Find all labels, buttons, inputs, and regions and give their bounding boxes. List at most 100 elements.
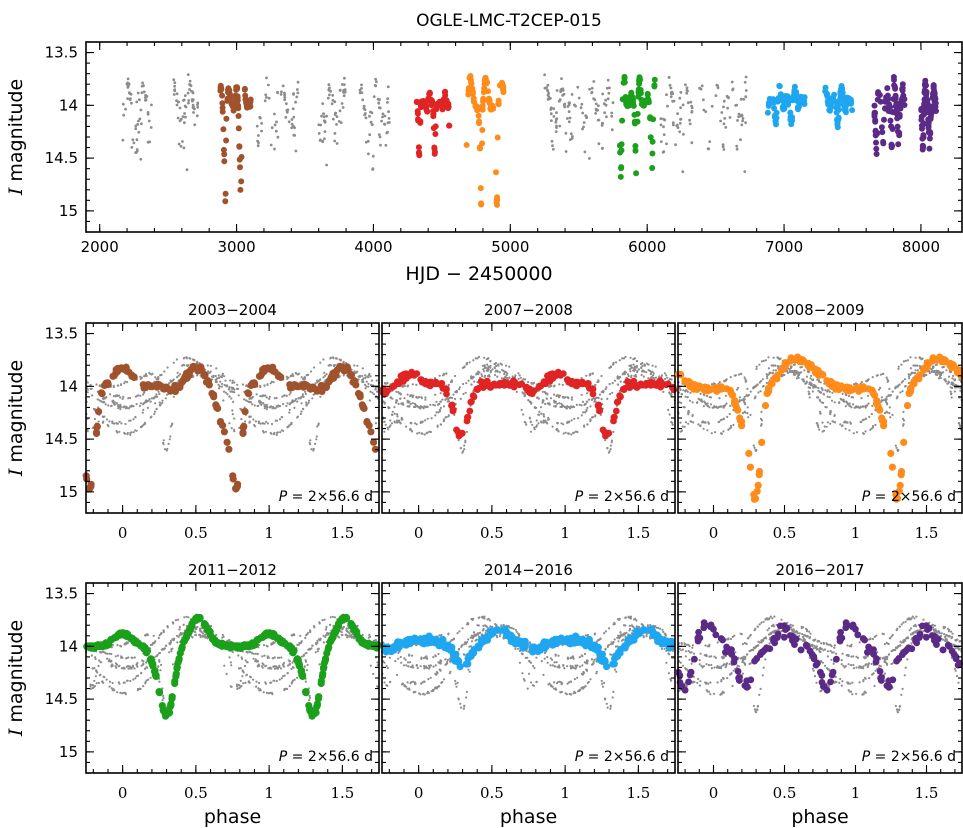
top-ylabel-symbol: I	[5, 187, 27, 196]
data-point	[728, 116, 732, 119]
reference-point	[118, 430, 121, 433]
data-point	[260, 122, 263, 125]
data-point	[263, 99, 267, 103]
reference-point	[262, 402, 265, 405]
data-point	[479, 102, 486, 109]
reference-point	[564, 431, 567, 434]
data-point	[741, 119, 744, 123]
data-point	[193, 123, 197, 127]
reference-point	[220, 376, 223, 379]
data-point	[335, 142, 339, 145]
data-point	[499, 81, 506, 88]
data-point	[414, 108, 421, 115]
reference-point	[103, 415, 106, 418]
data-point	[566, 117, 569, 120]
season-point	[200, 370, 208, 378]
reference-point	[158, 392, 161, 395]
data-point	[560, 87, 563, 91]
season-point	[897, 467, 906, 476]
data-point	[576, 85, 580, 89]
season-point	[466, 407, 474, 415]
reference-point	[486, 369, 489, 372]
data-point	[645, 97, 652, 104]
data-point	[840, 96, 847, 103]
reference-point	[496, 375, 499, 378]
data-point	[560, 77, 563, 80]
reference-point	[783, 373, 786, 377]
data-point	[743, 170, 747, 174]
reference-point	[902, 360, 906, 363]
data-point	[236, 143, 243, 150]
reference-point	[817, 396, 820, 399]
reference-point	[941, 366, 944, 369]
reference-point	[709, 403, 713, 406]
reference-point	[600, 397, 603, 401]
data-point	[896, 113, 903, 120]
reference-point	[160, 632, 163, 635]
reference-point	[157, 636, 160, 640]
reference-point	[265, 396, 268, 399]
reference-point	[154, 402, 157, 405]
season-point	[158, 382, 166, 391]
reference-point	[945, 369, 948, 372]
reference-point	[547, 418, 551, 421]
reference-point	[270, 380, 273, 383]
data-point	[873, 145, 880, 152]
reference-point	[870, 427, 873, 430]
reference-point	[941, 371, 944, 374]
data-point	[138, 98, 141, 102]
reference-point	[789, 369, 792, 372]
data-point	[274, 129, 278, 133]
reference-point	[154, 640, 157, 643]
reference-point	[613, 379, 617, 382]
reference-point	[821, 421, 824, 424]
data-point	[371, 168, 375, 171]
reference-point	[263, 422, 266, 425]
data-point	[590, 86, 594, 90]
reference-point	[285, 394, 288, 397]
data-point	[678, 130, 682, 134]
reference-point	[405, 425, 408, 428]
reference-point	[885, 401, 888, 405]
data-point	[597, 104, 600, 108]
data-point	[330, 102, 334, 106]
reference-point	[426, 405, 429, 409]
reference-point	[463, 444, 466, 447]
reference-point	[505, 364, 508, 367]
season-point	[736, 414, 744, 422]
reference-point	[618, 359, 621, 362]
reference-point	[222, 399, 225, 402]
data-point	[662, 125, 665, 129]
reference-point	[907, 381, 910, 385]
reference-point	[263, 404, 266, 407]
data-point	[369, 120, 373, 124]
data-point	[573, 103, 576, 107]
reference-point	[862, 405, 865, 408]
data-point	[377, 133, 381, 137]
season-point	[95, 408, 103, 416]
data-point	[889, 126, 896, 132]
data-point	[922, 81, 929, 87]
reference-point	[909, 356, 912, 359]
reference-point	[691, 401, 694, 404]
data-point	[555, 126, 558, 129]
data-point	[426, 89, 433, 96]
reference-point	[652, 374, 655, 377]
data-point	[568, 116, 572, 120]
reference-point	[523, 395, 526, 398]
reference-point	[487, 365, 490, 368]
reference-point	[388, 425, 391, 428]
reference-point	[92, 407, 95, 410]
data-point	[479, 140, 486, 147]
data-point	[698, 86, 701, 90]
reference-point	[148, 398, 151, 401]
data-point	[920, 108, 927, 115]
data-point	[386, 101, 389, 104]
reference-point	[268, 397, 271, 400]
data-point	[629, 93, 636, 100]
data-point	[764, 109, 771, 116]
reference-point	[143, 391, 146, 394]
reference-point	[423, 433, 426, 436]
reference-point	[262, 431, 265, 434]
